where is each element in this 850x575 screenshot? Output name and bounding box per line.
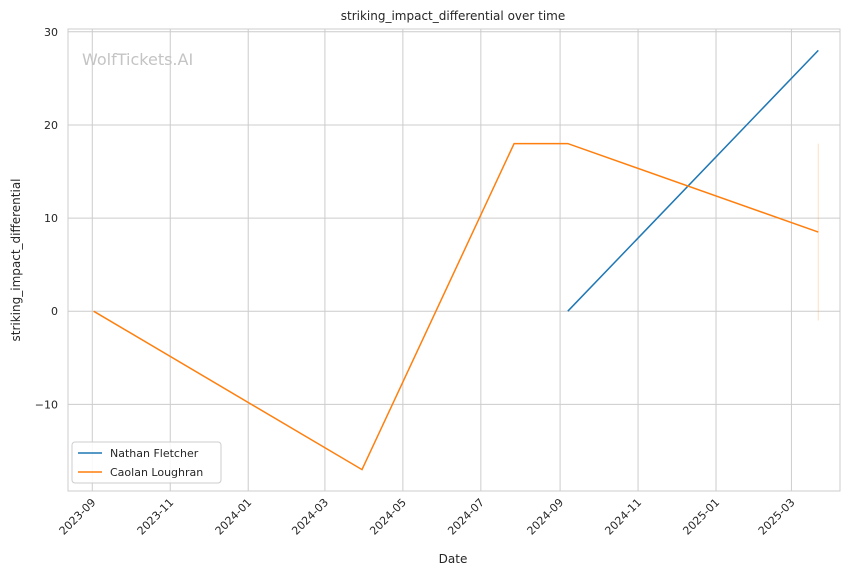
legend: Nathan Fletcher Caolan Loughran [71, 441, 222, 484]
x-tick-label: 2024-07 [445, 496, 487, 538]
x-tick-label: 2025-03 [756, 496, 798, 538]
x-tick-label: 2024-05 [367, 496, 409, 538]
y-tick-label: 30 [44, 26, 58, 39]
legend-label: Caolan Loughran [110, 466, 203, 479]
series-line-nathan-fletcher [567, 49, 819, 312]
y-axis-label: striking_impact_differential [9, 178, 23, 341]
y-tick-label: −10 [35, 398, 58, 411]
x-tick-label: 2024-11 [602, 496, 644, 538]
x-axis-label: Date [439, 552, 468, 566]
y-tick-label: 0 [51, 305, 58, 318]
y-tick-label: 20 [44, 119, 58, 132]
grid-layer [68, 29, 840, 491]
x-tick-label: 2024-09 [525, 496, 567, 538]
x-tick-label: 2024-01 [213, 496, 255, 538]
legend-box [71, 441, 222, 484]
x-tick-label: 2023-09 [57, 496, 99, 538]
watermark-text: WolfTickets.AI [82, 50, 193, 69]
x-tick-label: 2023-11 [135, 496, 177, 538]
x-tick-label: 2024-03 [289, 496, 331, 538]
x-tick-label: 2025-01 [680, 496, 722, 538]
series-line-caolan-loughran [93, 142, 819, 471]
y-tick-label: 10 [44, 212, 58, 225]
legend-label: Nathan Fletcher [110, 447, 199, 460]
chart-title: striking_impact_differential over time [341, 9, 566, 23]
plot-frame [67, 28, 841, 492]
series-layer [93, 49, 819, 471]
